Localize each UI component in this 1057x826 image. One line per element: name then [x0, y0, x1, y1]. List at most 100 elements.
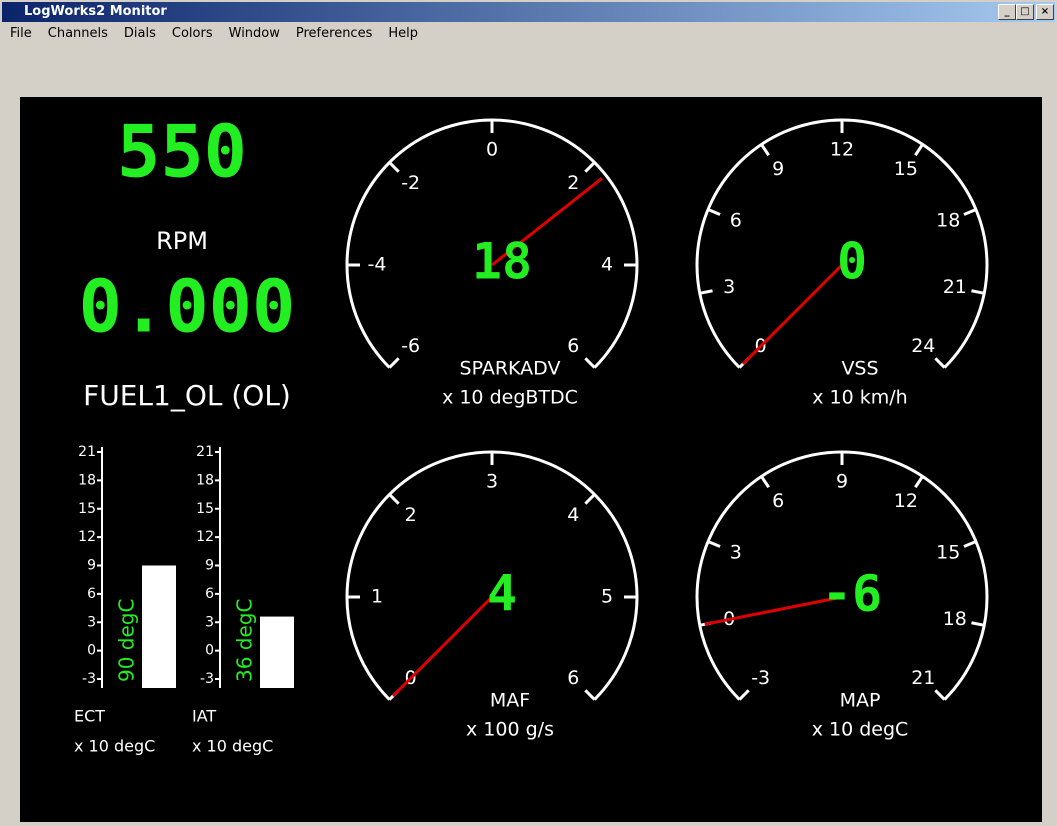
tick-label: 6	[567, 667, 579, 689]
menu-item[interactable]: Dials	[123, 26, 156, 41]
tick-mark	[707, 540, 721, 548]
dial-reading: 0	[837, 233, 867, 291]
bar-unit: x 10 degC	[74, 737, 155, 756]
menu-bar: File Channels Dials Colors Window Preferences…	[2, 22, 1055, 46]
tick-label: 6	[730, 209, 742, 231]
tick-label: 9	[205, 558, 214, 574]
tick-label: 12	[830, 139, 854, 161]
tick-mark	[584, 493, 596, 505]
bar	[260, 616, 294, 688]
tick-mark	[760, 143, 770, 157]
tick-label: 0	[87, 643, 96, 659]
tick-label: -3	[82, 671, 96, 687]
maximize-button[interactable]: □	[1016, 4, 1034, 20]
dial-name: MAP	[840, 690, 881, 712]
tick-label: 5	[601, 586, 613, 608]
tick-label: 9	[836, 471, 848, 493]
tick-label: 15	[894, 158, 918, 180]
tick-mark	[584, 161, 596, 173]
tick-label: 3	[723, 276, 735, 298]
tick-label: -3	[200, 671, 214, 687]
tick-label: 6	[205, 586, 214, 602]
digital-readout: 0.000	[79, 265, 296, 349]
tick-label: 0	[205, 643, 214, 659]
readout-label: FUEL1_OL (OL)	[83, 379, 291, 412]
tick-label: 21	[196, 444, 214, 460]
menu-item[interactable]: Window	[228, 26, 280, 41]
dial-unit: x 10 km/h	[812, 387, 907, 409]
tick-label: 4	[567, 504, 579, 526]
bar-name: ECT	[74, 707, 105, 726]
tick-label: 18	[936, 209, 960, 231]
digital-readout: 550	[117, 110, 247, 194]
dial-reading: 4	[487, 565, 517, 623]
tick-label: 3	[486, 471, 498, 493]
bar-reading: 90 degC	[115, 599, 139, 682]
tick-mark	[584, 689, 596, 701]
tick-mark	[388, 357, 400, 369]
tick-mark	[914, 143, 924, 157]
tick-label: 12	[894, 490, 918, 512]
tick-label: 3	[730, 541, 742, 563]
bar-unit: x 10 degC	[192, 737, 273, 756]
tick-label: 12	[196, 529, 214, 545]
tick-label: 6	[87, 586, 96, 602]
tick-label: 21	[943, 276, 967, 298]
tick-label: 18	[78, 472, 96, 488]
dial-unit: x 100 g/s	[466, 719, 554, 741]
tick-label: 21	[911, 667, 935, 689]
tick-label: 6	[772, 490, 784, 512]
window-title: LogWorks2 Monitor	[24, 4, 167, 19]
tick-label: 21	[78, 444, 96, 460]
tick-mark	[914, 475, 924, 489]
tick-label: 18	[943, 608, 967, 630]
tick-mark	[934, 689, 946, 701]
needle	[704, 595, 843, 626]
tick-label: 9	[87, 558, 96, 574]
needle	[741, 263, 844, 366]
tick-mark	[963, 540, 977, 548]
dial-unit: x 10 degBTDC	[442, 387, 578, 409]
tick-label: -2	[401, 172, 420, 194]
tick-label: 9	[772, 158, 784, 180]
tick-label: 2	[405, 504, 417, 526]
dial-name: SPARKADV	[460, 358, 561, 380]
tick-mark	[971, 621, 985, 627]
tick-label: 6	[567, 335, 579, 357]
dial-name: VSS	[841, 358, 878, 380]
tick-label: 15	[196, 501, 214, 517]
close-button[interactable]: ×	[1036, 4, 1054, 20]
tick-label: 15	[78, 501, 96, 517]
tick-label: -6	[401, 335, 420, 357]
tick-label: -3	[751, 667, 770, 689]
menu-item[interactable]: Colors	[171, 26, 213, 41]
dial-reading: 18	[472, 233, 532, 291]
menu-item[interactable]: Preferences	[295, 26, 373, 41]
tick-label: 4	[601, 254, 613, 276]
bar-reading: 36 degC	[233, 599, 257, 682]
tick-mark	[707, 208, 721, 216]
tick-label: 0	[486, 139, 498, 161]
menu-item[interactable]: File	[10, 26, 32, 41]
dial-unit: x 10 degC	[812, 719, 909, 741]
tick-label: 18	[196, 472, 214, 488]
dial-name: MAF	[490, 690, 530, 712]
tick-mark	[738, 689, 750, 701]
menu-item[interactable]: Help	[388, 26, 418, 41]
tick-mark	[584, 357, 596, 369]
tick-label: 24	[911, 335, 935, 357]
tick-label: 15	[936, 541, 960, 563]
tick-label: -4	[368, 254, 387, 276]
needle	[391, 595, 494, 698]
menu-item[interactable]: Channels	[47, 26, 108, 41]
tick-mark	[971, 289, 985, 295]
readout-label: RPM	[156, 227, 208, 255]
title-bar: LogWorks2 Monitor _ □ ×	[2, 2, 1055, 22]
tick-mark	[760, 475, 770, 489]
minimize-button[interactable]: _	[998, 4, 1016, 20]
bar-name: IAT	[192, 707, 216, 726]
tick-label: 12	[78, 529, 96, 545]
tick-label: 3	[205, 614, 214, 630]
